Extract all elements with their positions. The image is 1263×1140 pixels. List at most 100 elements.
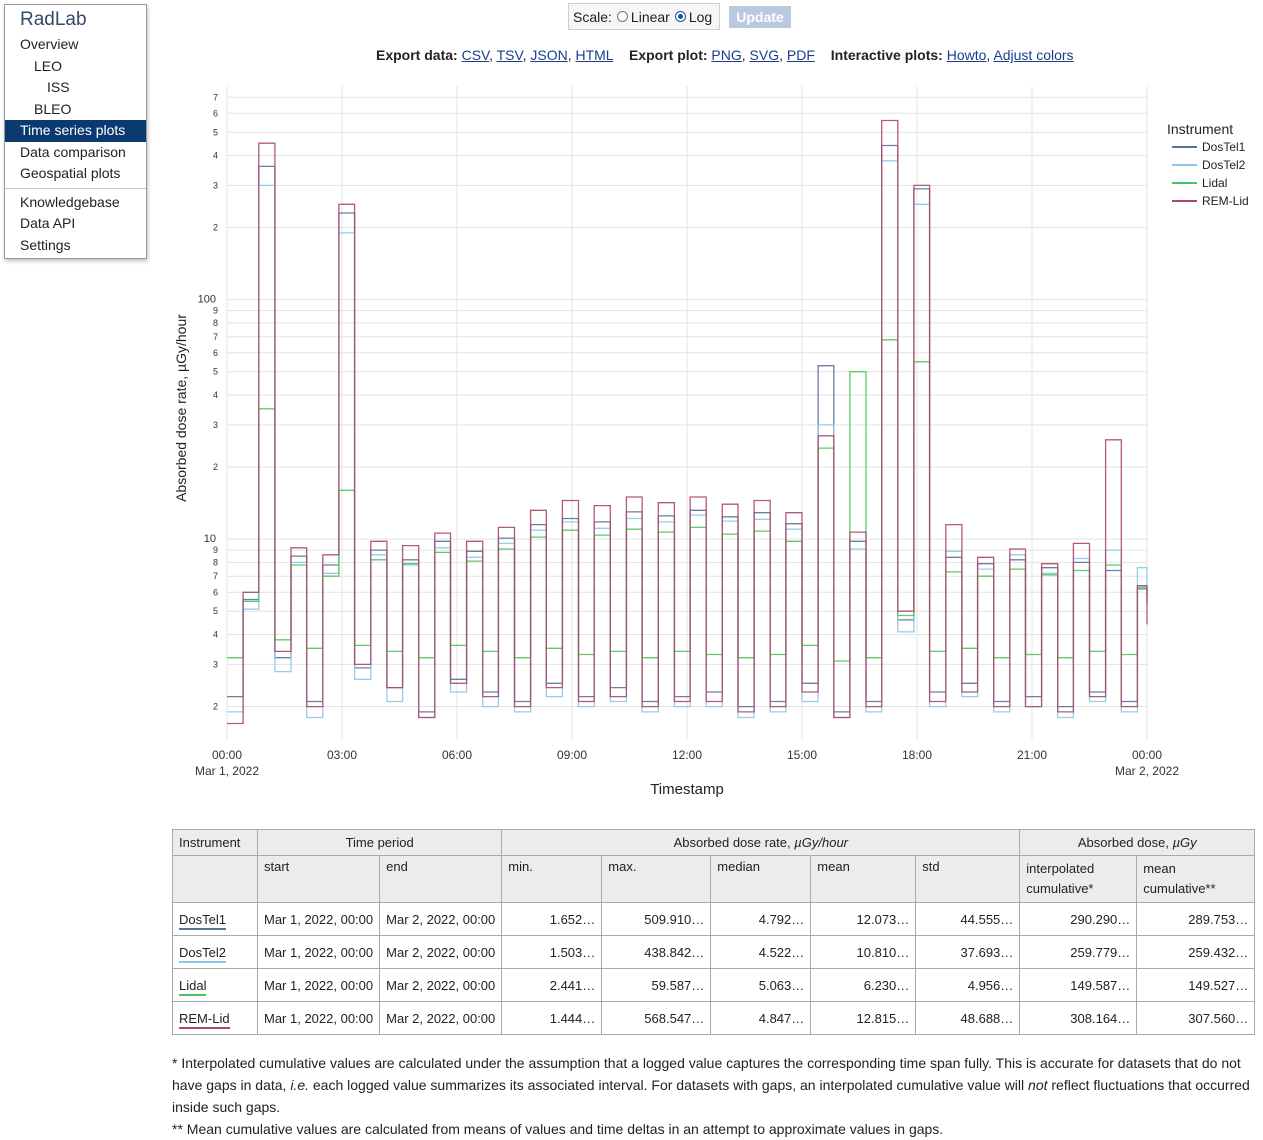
cell-start: Mar 1, 2022, 00:00 <box>256 902 381 936</box>
instrument-link[interactable]: REM-Lid <box>179 1010 230 1029</box>
link-json[interactable]: JSON <box>530 47 568 63</box>
y-tick-label: 4 <box>213 629 218 639</box>
col-start: start <box>256 855 381 903</box>
linear-radio-label[interactable]: Linear <box>630 8 670 25</box>
legend-label-lidal[interactable]: Lidal <box>1202 176 1227 190</box>
x-tick-label: 18:00 <box>902 748 932 762</box>
y-tick-label: 100 <box>198 294 216 306</box>
cell-std: 44.555… <box>915 902 1021 936</box>
y-tick-label: 2 <box>213 462 218 472</box>
x-tick-label: 09:00 <box>557 748 587 762</box>
cell-start: Mar 1, 2022, 00:00 <box>256 1001 381 1035</box>
legend-label-rem-lid[interactable]: REM-Lid <box>1202 194 1249 208</box>
export-data-group: Export data: CSV, TSV, JSON, HTML <box>376 47 617 63</box>
col-median: median <box>710 855 812 903</box>
y-tick-label: 9 <box>213 545 218 555</box>
y-tick-label: 7 <box>213 571 218 581</box>
cell-interp: 149.587… <box>1019 968 1138 1002</box>
chart-series <box>227 119 1148 725</box>
sidebar: RadLab Overview LEO ISS BLEO Time series plo… <box>4 4 147 259</box>
cell-min: 2.441… <box>501 968 603 1002</box>
log-radio-label[interactable]: Log <box>688 8 713 25</box>
interactive-plots-label: Interactive plots: <box>830 47 943 63</box>
y-tick-label: 3 <box>213 420 218 430</box>
sidebar-item-data-api[interactable]: Data API <box>20 215 76 231</box>
x-tick-label: 00:00 <box>212 748 242 762</box>
chart-legend: DosTel1 DosTel2 Lidal REM-Lid <box>1172 140 1249 208</box>
instrument-link[interactable]: Lidal <box>179 977 207 996</box>
sidebar-item-iss[interactable]: ISS <box>47 79 70 95</box>
export-plot-label: Export plot: <box>628 47 708 63</box>
legend-label-dostel1[interactable]: DosTel1 <box>1202 140 1246 154</box>
sidebar-item-leo[interactable]: LEO <box>34 57 63 74</box>
series-line-rem-lid[interactable] <box>227 119 1148 725</box>
log-radio[interactable] <box>674 11 686 22</box>
y-tick-label: 10 <box>204 533 216 545</box>
sidebar-item-knowledgebase[interactable]: Knowledgebase <box>20 193 120 210</box>
col-max: max. <box>601 855 712 903</box>
y-tick-label: 2 <box>213 702 218 712</box>
cell-mean: 6.230… <box>810 968 917 1002</box>
footnote-interpolated: * Interpolated cumulative values are cal… <box>172 1052 1257 1118</box>
export-data-links: CSV, TSV, JSON, HTML <box>461 47 614 63</box>
scale-label: Scale: <box>573 8 612 25</box>
sidebar-item-settings[interactable]: Settings <box>20 236 71 253</box>
cell-end: Mar 2, 2022, 00:00 <box>379 1001 503 1035</box>
cell-start: Mar 1, 2022, 00:00 <box>256 968 381 1002</box>
instrument-cell: DosTel1 <box>172 902 258 936</box>
instrument-link[interactable]: DosTel1 <box>179 911 226 930</box>
cell-std: 37.693… <box>915 935 1021 969</box>
link-adjust-colors[interactable]: Adjust colors <box>993 47 1074 63</box>
cell-meancum: 307.560… <box>1136 1001 1256 1035</box>
link-html[interactable]: HTML <box>575 47 614 63</box>
table-row: REM-Lid Mar 1, 2022, 00:00 Mar 2, 2022, 00… <box>172 1001 1256 1035</box>
sidebar-item-time-series-plots[interactable]: Time series plots <box>5 120 146 142</box>
cell-mean: 12.815… <box>810 1001 917 1035</box>
footnote-1-not: not <box>1028 1077 1048 1093</box>
table-row: DosTel2 Mar 1, 2022, 00:00 Mar 2, 2022, 00… <box>172 935 1256 969</box>
y-tick-label: 5 <box>213 606 218 616</box>
y-tick-label: 8 <box>213 557 218 567</box>
sidebar-item-data-comparison[interactable]: Data comparison <box>20 143 126 160</box>
update-button[interactable]: Update <box>729 6 791 28</box>
y-tick-label: 7 <box>213 92 218 102</box>
sidebar-item-geospatial-plots[interactable]: Geospatial plots <box>20 165 121 181</box>
x-tick-label: 03:00 <box>327 748 357 762</box>
statistics-table-body: DosTel1 Mar 1, 2022, 00:00 Mar 2, 2022, 00… <box>172 902 1256 1035</box>
nav-divider <box>5 187 146 189</box>
footnote-1-part-b: each logged value summarizes its associa… <box>309 1077 1029 1093</box>
link-pdf[interactable]: PDF <box>786 47 815 63</box>
col-dose-rate-label: Absorbed dose rate, <box>673 835 795 850</box>
instrument-link[interactable]: DosTel2 <box>179 944 226 963</box>
col-blank <box>172 855 258 903</box>
x-tick-label: 00:00 <box>1132 748 1162 762</box>
nav-list: Overview LEO ISS BLEO Time series plots Data … <box>5 34 146 185</box>
col-dose: Absorbed dose, µGy <box>1019 829 1256 856</box>
sidebar-item-overview[interactable]: Overview <box>20 36 79 52</box>
col-dose-unit: µGy <box>1172 835 1197 850</box>
legend-title: Instrument <box>1167 121 1233 137</box>
col-time-period: Time period <box>256 829 503 856</box>
cell-std: 4.956… <box>915 968 1021 1002</box>
export-bar: Export data: CSV, TSV, JSON, HTML Export… <box>376 47 1086 63</box>
linear-radio[interactable] <box>616 11 628 22</box>
link-svg[interactable]: SVG <box>749 47 780 63</box>
link-png[interactable]: PNG <box>711 47 742 63</box>
y-tick-label: 7 <box>213 332 218 342</box>
link-howto[interactable]: Howto <box>946 47 987 63</box>
cell-interp: 290.290… <box>1019 902 1138 936</box>
sidebar-item-bleo[interactable]: BLEO <box>34 100 72 117</box>
link-csv[interactable]: CSV <box>461 47 490 63</box>
cell-interp: 259.779… <box>1019 935 1138 969</box>
chart-grid <box>226 86 1148 740</box>
brand-logo[interactable]: RadLab <box>20 9 87 30</box>
x-tick-date: Mar 2, 2022 <box>1115 764 1179 778</box>
link-tsv[interactable]: TSV <box>496 47 523 63</box>
export-plot-links: PNG, SVG, PDF <box>711 47 815 63</box>
cell-max: 568.547… <box>601 1001 712 1035</box>
col-dose-rate: Absorbed dose rate, µGy/hour <box>501 829 1021 856</box>
legend-label-dostel2[interactable]: DosTel2 <box>1202 158 1246 172</box>
y-tick-label: 6 <box>213 108 218 118</box>
